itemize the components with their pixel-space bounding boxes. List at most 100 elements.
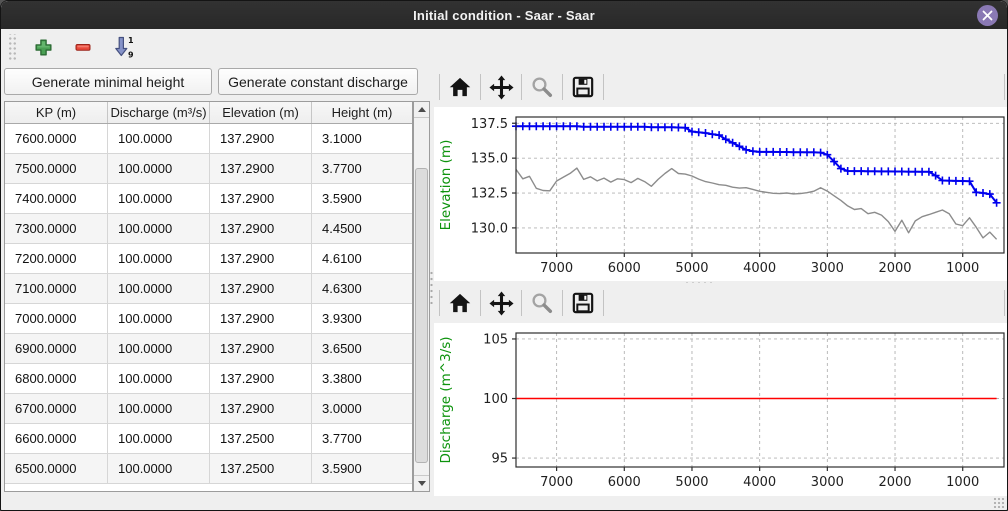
table-cell[interactable]: 6700.0000	[5, 394, 108, 424]
table-cell[interactable]: 7600.0000	[5, 124, 108, 154]
table-cell[interactable]: 100.0000	[108, 154, 210, 184]
table-cell[interactable]: 137.2900	[210, 274, 312, 304]
window-title: Initial condition - Saar - Saar	[413, 7, 595, 23]
table-cell[interactable]: 3.3800	[312, 364, 412, 394]
table-cell[interactable]: 3.6500	[312, 334, 412, 364]
table-cell[interactable]: 137.2900	[210, 244, 312, 274]
table-cell[interactable]: 4.6300	[312, 274, 412, 304]
save-button[interactable]	[569, 73, 597, 101]
table-row[interactable]: 7300.0000 100.0000 137.2900 4.4500	[5, 214, 412, 244]
table-row[interactable]: 6800.0000 100.0000 137.2900 3.3800	[5, 364, 412, 394]
table-row[interactable]: 6500.0000 100.0000 137.2500 3.5900	[5, 454, 412, 484]
table-cell[interactable]: 100.0000	[108, 184, 210, 214]
table-row[interactable]: 7100.0000 100.0000 137.2900 4.6300	[5, 274, 412, 304]
table-cell[interactable]: 7500.0000	[5, 154, 108, 184]
table-cell[interactable]: 3.7700	[312, 154, 412, 184]
x-tick-label: 2000	[878, 475, 911, 490]
table-row[interactable]: 7500.0000 100.0000 137.2900 3.7700	[5, 154, 412, 184]
scrollbar-thumb[interactable]	[415, 168, 428, 463]
separator	[603, 290, 604, 316]
close-button[interactable]	[977, 5, 998, 26]
table-cell[interactable]: 6500.0000	[5, 454, 108, 484]
table-cell[interactable]: 137.2900	[210, 304, 312, 334]
save-button[interactable]	[569, 289, 597, 317]
pan-icon	[488, 74, 514, 100]
table-cell[interactable]: 7000.0000	[5, 304, 108, 334]
table-cell[interactable]: 137.2500	[210, 424, 312, 454]
elevation-plot[interactable]: 7000 6000 5000 4000 3000 2000 1000 137.5 135.0 13…	[434, 107, 1007, 281]
table-cell[interactable]: 3.1000	[312, 124, 412, 154]
table-cell[interactable]: 100.0000	[108, 334, 210, 364]
pan-button[interactable]	[487, 289, 515, 317]
table-cell[interactable]: 7400.0000	[5, 184, 108, 214]
table-row[interactable]: 7000.0000 100.0000 137.2900 3.9300	[5, 304, 412, 334]
pan-button[interactable]	[487, 73, 515, 101]
table-cell[interactable]: 3.5900	[312, 184, 412, 214]
table-cell[interactable]: 100.0000	[108, 454, 210, 484]
zoom-button[interactable]	[528, 289, 556, 317]
column-header-discharge[interactable]: Discharge (m³/s)	[108, 102, 210, 123]
table-cell[interactable]: 3.5900	[312, 454, 412, 484]
zoom-button[interactable]	[528, 73, 556, 101]
generate-minimal-height-button[interactable]: Generate minimal height	[4, 68, 212, 95]
table-cell[interactable]: 137.2900	[210, 154, 312, 184]
table-cell[interactable]: 4.4500	[312, 214, 412, 244]
table-cell[interactable]: 100.0000	[108, 394, 210, 424]
scroll-up-button[interactable]	[414, 102, 429, 118]
table-cell[interactable]: 4.6100	[312, 244, 412, 274]
table-cell[interactable]: 137.2900	[210, 124, 312, 154]
table-cell[interactable]: 6800.0000	[5, 364, 108, 394]
x-tick-label: 7000	[540, 475, 573, 490]
home-button[interactable]	[446, 289, 474, 317]
table-cell[interactable]: 7200.0000	[5, 244, 108, 274]
table-row[interactable]: 6600.0000 100.0000 137.2500 3.7700	[5, 424, 412, 454]
table-cell[interactable]: 137.2900	[210, 334, 312, 364]
table-cell[interactable]: 100.0000	[108, 424, 210, 454]
table-cell[interactable]: 100.0000	[108, 214, 210, 244]
column-header-height[interactable]: Height (m)	[331, 105, 393, 120]
table-row[interactable]: 6700.0000 100.0000 137.2900 3.0000	[5, 394, 412, 424]
table-cell[interactable]: 3.9300	[312, 304, 412, 334]
save-icon	[572, 76, 594, 98]
table-cell[interactable]: 137.2900	[210, 394, 312, 424]
table-row[interactable]: 7600.0000 100.0000 137.2900 3.1000	[5, 124, 412, 154]
table-cell[interactable]: 100.0000	[108, 244, 210, 274]
table-cell[interactable]: 3.0000	[312, 394, 412, 424]
generate-constant-discharge-button[interactable]: Generate constant discharge	[218, 68, 418, 95]
column-header-kp[interactable]: KP (m)	[5, 102, 108, 123]
table-cell[interactable]: 100.0000	[108, 364, 210, 394]
table-cell[interactable]: 100.0000	[108, 274, 210, 304]
sort-button[interactable]: 1 9	[110, 34, 136, 60]
table-scrollbar[interactable]	[413, 101, 430, 492]
table-row[interactable]: 7400.0000 100.0000 137.2900 3.5900	[5, 184, 412, 214]
table-cell[interactable]: 100.0000	[108, 124, 210, 154]
x-tick-label: 1000	[946, 475, 979, 490]
discharge-plot[interactable]: 7000 6000 5000 4000 3000 2000 1000 105 100 95 Disc…	[434, 323, 1007, 498]
panel-splitter[interactable]	[430, 65, 433, 492]
table-cell[interactable]: 3.7700	[312, 424, 412, 454]
separator	[521, 74, 522, 100]
table-row[interactable]: 6900.0000 100.0000 137.2900 3.6500	[5, 334, 412, 364]
home-icon	[449, 293, 471, 313]
add-row-button[interactable]	[30, 34, 56, 60]
x-tick-label: 6000	[608, 475, 641, 490]
x-tick-label: 5000	[675, 475, 708, 490]
remove-row-button[interactable]	[70, 34, 96, 60]
scroll-down-button[interactable]	[414, 475, 429, 491]
home-button[interactable]	[446, 73, 474, 101]
resize-grip[interactable]	[993, 497, 1005, 508]
initial-condition-table: KP (m) Discharge (m³/s) Elevation (m) He…	[4, 101, 413, 492]
table-cell[interactable]: 6900.0000	[5, 334, 108, 364]
column-header-elevation[interactable]: Elevation (m)	[210, 102, 312, 123]
table-cell[interactable]: 6600.0000	[5, 424, 108, 454]
table-cell[interactable]: 137.2900	[210, 364, 312, 394]
table-cell[interactable]: 100.0000	[108, 304, 210, 334]
toolbar-drag-handle[interactable]	[7, 34, 16, 60]
table-row[interactable]: 7200.0000 100.0000 137.2900 4.6100	[5, 244, 412, 274]
titlebar[interactable]: Initial condition - Saar - Saar	[1, 1, 1007, 29]
table-cell[interactable]: 7300.0000	[5, 214, 108, 244]
table-cell[interactable]: 137.2900	[210, 214, 312, 244]
table-cell[interactable]: 137.2900	[210, 184, 312, 214]
table-cell[interactable]: 7100.0000	[5, 274, 108, 304]
table-cell[interactable]: 137.2500	[210, 454, 312, 484]
